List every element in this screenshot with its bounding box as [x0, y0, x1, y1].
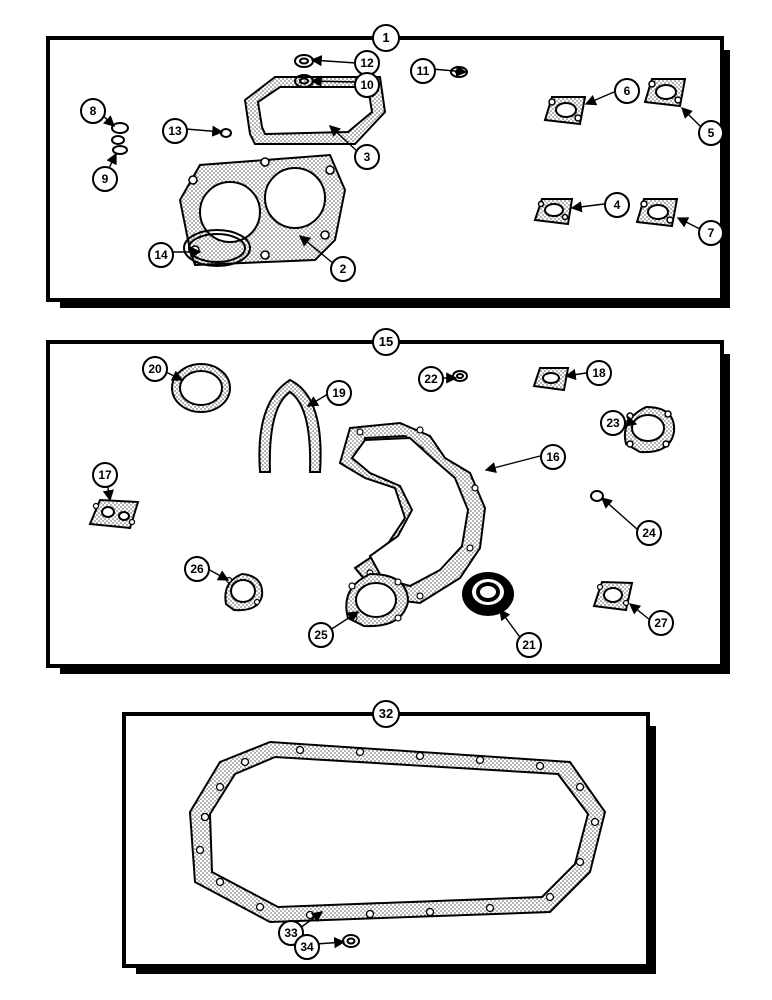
- callout-3: 3: [354, 144, 380, 170]
- page: 1 15 32: [0, 0, 772, 1000]
- part-23-flange: [618, 402, 680, 457]
- callout-8: 8: [80, 98, 106, 124]
- part-6-flange: [540, 92, 590, 130]
- part-13-washer: [220, 128, 232, 138]
- part-33-pan-gasket: [150, 732, 620, 932]
- part-10-washer: [294, 74, 314, 88]
- panel-2-header: 15: [372, 328, 400, 356]
- part-25-flange: [340, 570, 414, 632]
- part-20-seal: [170, 362, 232, 414]
- part-34-washer: [342, 934, 360, 948]
- callout-14: 14: [148, 242, 174, 268]
- part-18-flange: [530, 364, 572, 394]
- part-5-flange: [640, 74, 690, 112]
- part-11-washer: [450, 66, 468, 78]
- part-27-flange: [590, 578, 636, 614]
- callout-18: 18: [586, 360, 612, 386]
- panel-1-header: 1: [372, 24, 400, 52]
- callout-13: 13: [162, 118, 188, 144]
- part-4-flange: [530, 194, 576, 228]
- callout-2: 2: [330, 256, 356, 282]
- callout-5: 5: [698, 120, 724, 146]
- callout-21: 21: [516, 632, 542, 658]
- callout-25: 25: [308, 622, 334, 648]
- callout-20: 20: [142, 356, 168, 382]
- callout-10: 10: [354, 72, 380, 98]
- part-8-9-seals: [108, 120, 132, 156]
- panel-3-header: 32: [372, 700, 400, 728]
- part-22-washer: [452, 370, 468, 382]
- part-17-flange: [86, 496, 142, 532]
- callout-34: 34: [294, 934, 320, 960]
- part-26-flange: [220, 570, 268, 614]
- part-24-washer: [590, 490, 604, 502]
- callout-27: 27: [648, 610, 674, 636]
- callout-19: 19: [326, 380, 352, 406]
- callout-7: 7: [698, 220, 724, 246]
- part-7-flange: [632, 194, 682, 232]
- callout-23: 23: [600, 410, 626, 436]
- callout-17: 17: [92, 462, 118, 488]
- callout-24: 24: [636, 520, 662, 546]
- part-12-washer: [294, 54, 314, 68]
- callout-16: 16: [540, 444, 566, 470]
- callout-9: 9: [92, 166, 118, 192]
- callout-22: 22: [418, 366, 444, 392]
- callout-26: 26: [184, 556, 210, 582]
- callout-6: 6: [614, 78, 640, 104]
- part-14-oring: [182, 228, 252, 268]
- part-21-seal: [460, 570, 516, 618]
- callout-4: 4: [604, 192, 630, 218]
- callout-11: 11: [410, 58, 436, 84]
